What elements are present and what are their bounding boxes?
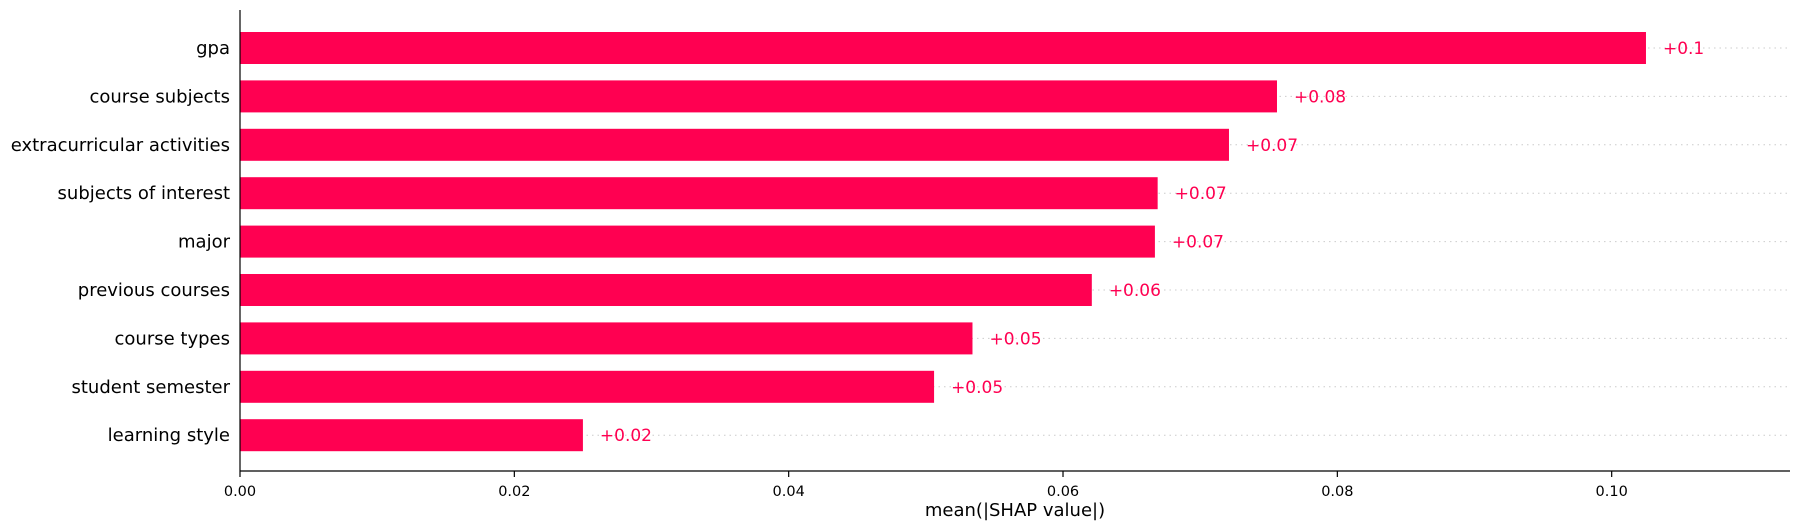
bar-gpa [240,32,1646,64]
bar-course-subjects [240,80,1277,113]
x-axis-title: mean(|SHAP value|) [925,500,1105,521]
feature-label: extracurricular activities [11,135,230,156]
value-label: +0.08 [1294,87,1346,107]
axes: 0.00 0.02 0.04 0.06 0.08 0.10 [224,10,1790,500]
value-label: +0.05 [951,378,1003,398]
x-tick-label: 0.10 [1596,484,1628,500]
x-tick-label: 0.08 [1321,484,1353,500]
value-label: +0.06 [1109,281,1161,301]
bar-major [240,225,1155,258]
bar-previous-courses [240,274,1092,306]
feature-label: previous courses [78,280,230,301]
feature-label: major [178,232,231,253]
feature-label: student semester [71,377,230,398]
bar-extracurricular-activities [240,128,1229,161]
feature-label: course subjects [89,86,230,107]
x-tick-label: 0.00 [224,484,256,500]
value-label: +0.1 [1663,39,1704,59]
bar-course-types [240,322,973,355]
x-tick-label: 0.06 [1047,484,1079,500]
value-label: +0.07 [1246,136,1298,156]
feature-label: subjects of interest [58,183,230,204]
bar-subjects-of-interest [240,177,1158,210]
bar-learning-style [240,419,583,452]
bars [240,32,1646,452]
value-label: +0.05 [989,329,1041,349]
value-labels: +0.1 +0.08 +0.07 +0.07 +0.07 +0.06 +0.05 +0.05 +… [600,39,1704,446]
value-label: +0.02 [600,426,652,446]
value-label: +0.07 [1172,233,1224,253]
feature-label: course types [115,328,230,349]
feature-labels: gpa course subjects extracurricular activi… [11,38,231,446]
bar-student-semester [240,370,935,403]
feature-label: learning style [108,425,230,446]
x-tick-label: 0.04 [773,484,805,500]
feature-label: gpa [196,38,230,59]
value-label: +0.07 [1175,184,1227,204]
x-tick-label: 0.02 [498,484,530,500]
